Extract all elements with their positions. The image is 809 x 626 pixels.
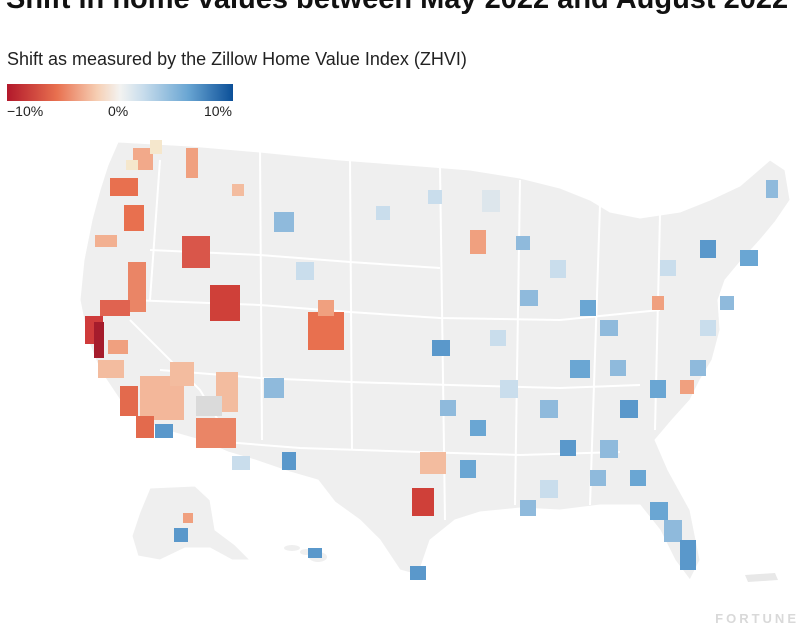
legend-min-label: −10% xyxy=(7,103,44,119)
chart-subtitle: Shift as measured by the Zillow Home Val… xyxy=(7,49,467,69)
legend-ticks: −10% 0% 10% xyxy=(7,101,233,119)
us-county-map xyxy=(79,140,791,582)
rising-counties xyxy=(155,180,778,580)
neutral-counties xyxy=(126,140,222,416)
legend-max-label: 10% xyxy=(203,103,232,119)
publisher-credit: FORTUNE xyxy=(715,611,799,626)
chart-title: Shift in home values between May 2022 an… xyxy=(6,0,806,14)
puerto-rico-shape xyxy=(745,573,778,582)
legend-mid-label: 0% xyxy=(108,103,129,119)
color-legend: −10% 0% 10% xyxy=(7,84,233,119)
legend-gradient-bar xyxy=(7,84,233,101)
